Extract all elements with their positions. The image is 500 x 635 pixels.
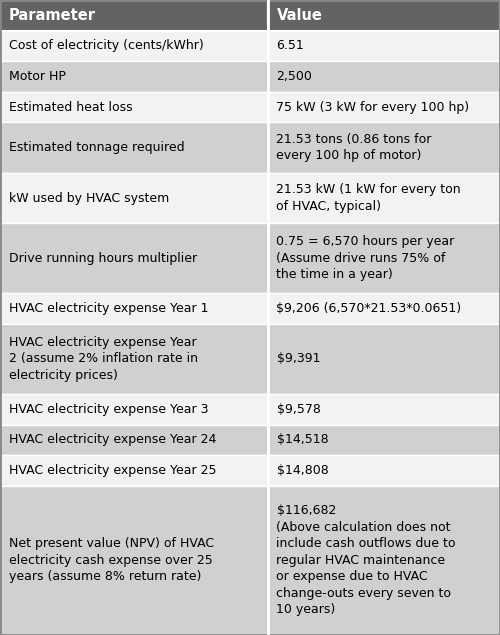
Text: $9,578: $9,578 xyxy=(276,403,320,416)
Bar xyxy=(268,425,500,455)
Bar xyxy=(0,173,268,223)
Text: Value: Value xyxy=(276,8,322,23)
Bar xyxy=(268,486,500,635)
Text: 2,500: 2,500 xyxy=(276,70,312,83)
Bar xyxy=(0,324,268,394)
Bar xyxy=(0,61,268,92)
Bar xyxy=(268,0,500,30)
Text: $14,808: $14,808 xyxy=(276,464,328,477)
Bar xyxy=(268,173,500,223)
Bar xyxy=(0,394,268,425)
Bar xyxy=(0,486,268,635)
Bar xyxy=(0,455,268,486)
Bar xyxy=(0,223,268,293)
Bar xyxy=(268,92,500,123)
Text: Estimated tonnage required: Estimated tonnage required xyxy=(9,141,184,154)
Bar xyxy=(268,394,500,425)
Text: 21.53 kW (1 kW for every ton
of HVAC, typical): 21.53 kW (1 kW for every ton of HVAC, ty… xyxy=(276,184,461,213)
Text: HVAC electricity expense Year 25: HVAC electricity expense Year 25 xyxy=(9,464,216,477)
Bar xyxy=(0,123,268,173)
Text: $9,206 (6,570*21.53*0.0651): $9,206 (6,570*21.53*0.0651) xyxy=(276,302,462,315)
Text: 6.51: 6.51 xyxy=(276,39,304,53)
Text: HVAC electricity expense Year 3: HVAC electricity expense Year 3 xyxy=(9,403,208,416)
Text: 75 kW (3 kW for every 100 hp): 75 kW (3 kW for every 100 hp) xyxy=(276,101,469,114)
Text: Cost of electricity (cents/kWhr): Cost of electricity (cents/kWhr) xyxy=(9,39,204,53)
Text: Net present value (NPV) of HVAC
electricity cash expense over 25
years (assume 8: Net present value (NPV) of HVAC electric… xyxy=(9,537,214,584)
Text: Drive running hours multiplier: Drive running hours multiplier xyxy=(9,251,197,265)
Bar xyxy=(0,0,268,30)
Bar xyxy=(268,455,500,486)
Bar xyxy=(268,30,500,61)
Text: HVAC electricity expense Year
2 (assume 2% inflation rate in
electricity prices): HVAC electricity expense Year 2 (assume … xyxy=(9,336,198,382)
Text: Motor HP: Motor HP xyxy=(9,70,66,83)
Text: kW used by HVAC system: kW used by HVAC system xyxy=(9,192,169,204)
Bar xyxy=(268,61,500,92)
Bar xyxy=(268,223,500,293)
Text: Estimated heat loss: Estimated heat loss xyxy=(9,101,132,114)
Text: 21.53 tons (0.86 tons for
every 100 hp of motor): 21.53 tons (0.86 tons for every 100 hp o… xyxy=(276,133,432,163)
Text: HVAC electricity expense Year 1: HVAC electricity expense Year 1 xyxy=(9,302,208,315)
Text: $14,518: $14,518 xyxy=(276,434,328,446)
Text: 0.75 = 6,570 hours per year
(Assume drive runs 75% of
the time in a year): 0.75 = 6,570 hours per year (Assume driv… xyxy=(276,235,455,281)
Text: Parameter: Parameter xyxy=(9,8,96,23)
Bar xyxy=(268,293,500,324)
Bar xyxy=(0,92,268,123)
Bar xyxy=(0,30,268,61)
Bar xyxy=(0,425,268,455)
Text: $9,391: $9,391 xyxy=(276,352,320,366)
Bar xyxy=(0,293,268,324)
Text: HVAC electricity expense Year 24: HVAC electricity expense Year 24 xyxy=(9,434,216,446)
Bar xyxy=(268,123,500,173)
Bar xyxy=(268,324,500,394)
Text: $116,682
(Above calculation does not
include cash outflows due to
regular HVAC m: $116,682 (Above calculation does not inc… xyxy=(276,504,456,617)
